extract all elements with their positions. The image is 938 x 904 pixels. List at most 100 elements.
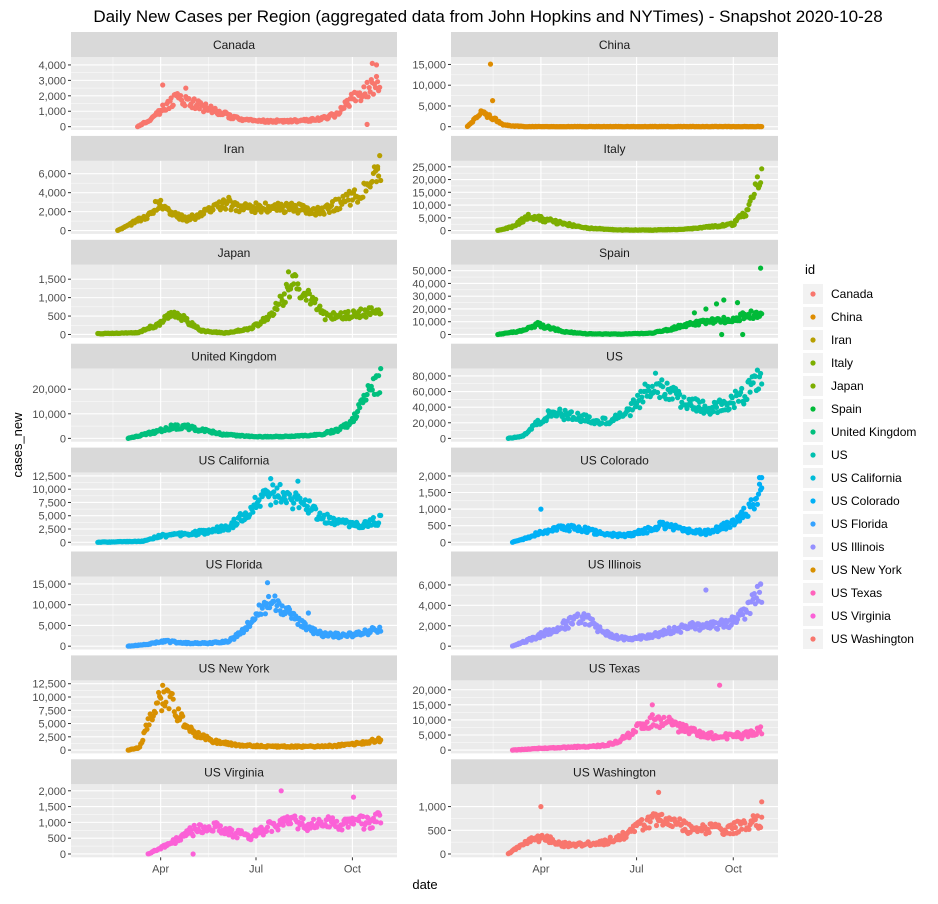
data-point bbox=[378, 177, 384, 184]
panel-strip-label: US Washington bbox=[573, 765, 656, 779]
data-point bbox=[283, 500, 289, 506]
data-point bbox=[659, 811, 665, 818]
data-point bbox=[184, 315, 190, 322]
points-china bbox=[464, 61, 765, 130]
data-point-outlier bbox=[350, 794, 357, 800]
data-point bbox=[750, 501, 756, 508]
panel-us: US 0 20,000 40,000 60,000 80,000 bbox=[412, 343, 778, 445]
data-point bbox=[160, 102, 166, 108]
data-point bbox=[677, 816, 683, 822]
data-point-outlier bbox=[160, 682, 166, 688]
data-point bbox=[355, 199, 361, 205]
data-point bbox=[169, 691, 175, 697]
legend-item-us-washington: US Washington bbox=[803, 629, 914, 649]
legend-label: Iran bbox=[831, 333, 852, 347]
data-point bbox=[731, 404, 737, 411]
data-point bbox=[158, 695, 164, 701]
y-tick-label: 0 bbox=[60, 849, 66, 861]
data-point bbox=[376, 307, 382, 313]
data-point bbox=[295, 826, 301, 832]
data-point bbox=[759, 311, 765, 317]
data-point bbox=[602, 415, 608, 421]
data-point bbox=[568, 409, 575, 415]
data-point bbox=[274, 306, 280, 312]
data-point bbox=[355, 408, 361, 415]
data-point bbox=[737, 518, 743, 524]
legend-label: US Texas bbox=[831, 586, 882, 600]
data-point bbox=[256, 497, 262, 503]
data-point bbox=[721, 314, 727, 320]
data-point bbox=[377, 812, 383, 818]
points-us-colorado bbox=[509, 475, 765, 545]
y-tick-label: 0 bbox=[440, 122, 446, 134]
data-point bbox=[275, 827, 281, 833]
data-point bbox=[659, 377, 665, 383]
data-point bbox=[366, 85, 372, 91]
data-point bbox=[378, 512, 384, 519]
data-point bbox=[743, 213, 749, 219]
data-point bbox=[339, 827, 345, 833]
data-point bbox=[365, 94, 371, 100]
x-tick-label: Apr bbox=[532, 863, 549, 875]
panel-strip-label: Spain bbox=[599, 246, 630, 260]
data-point bbox=[217, 823, 223, 829]
data-point bbox=[369, 387, 375, 393]
data-point bbox=[751, 506, 757, 512]
data-point bbox=[582, 621, 588, 627]
data-point bbox=[660, 384, 666, 390]
data-point bbox=[258, 611, 264, 617]
legend-marker bbox=[810, 383, 816, 389]
data-point bbox=[361, 84, 367, 90]
y-tick-label: 2,000 bbox=[38, 786, 66, 798]
y-tick-label: 2,500 bbox=[38, 732, 66, 744]
y-tick-label: 50,000 bbox=[412, 266, 446, 278]
data-point bbox=[751, 191, 757, 197]
y-tick-label: 20,000 bbox=[412, 685, 446, 697]
y-tick-label: 4,000 bbox=[38, 60, 66, 72]
data-point bbox=[234, 521, 240, 527]
data-point-outlier bbox=[268, 476, 274, 482]
legend-item-us-texas: US Texas bbox=[803, 583, 882, 603]
legend-marker bbox=[810, 567, 816, 573]
data-point bbox=[644, 719, 650, 725]
data-point bbox=[185, 831, 191, 837]
y-tick-label: 25,000 bbox=[412, 162, 446, 174]
legend-item-us-colorado: US Colorado bbox=[803, 491, 900, 511]
y-tick-label: 0 bbox=[440, 641, 446, 653]
data-point bbox=[637, 405, 643, 411]
data-point bbox=[291, 281, 297, 287]
data-point bbox=[627, 413, 633, 419]
points-iran bbox=[115, 153, 384, 233]
data-point bbox=[746, 826, 752, 833]
data-point bbox=[754, 367, 761, 373]
data-point bbox=[281, 291, 287, 297]
panel-canada: Canada 0 1,000 2,000 3,000 4,000 bbox=[38, 32, 397, 134]
data-point bbox=[730, 400, 736, 406]
data-point-outlier bbox=[264, 580, 271, 586]
y-tick-label: 60,000 bbox=[412, 387, 446, 399]
data-point bbox=[754, 174, 761, 180]
data-point bbox=[754, 501, 761, 507]
data-point bbox=[152, 710, 158, 716]
data-point bbox=[170, 102, 176, 108]
data-point bbox=[744, 396, 750, 402]
panel-strip bbox=[451, 759, 778, 785]
data-point bbox=[745, 207, 751, 213]
data-point-outlier bbox=[719, 331, 725, 338]
data-point bbox=[180, 713, 186, 719]
data-point bbox=[279, 603, 285, 609]
points-us-washington bbox=[505, 789, 765, 857]
panel-strip bbox=[451, 655, 778, 681]
data-point bbox=[186, 96, 192, 102]
data-point bbox=[284, 814, 290, 820]
data-point bbox=[747, 389, 753, 395]
y-tick-label: 0 bbox=[60, 641, 66, 653]
legend-marker bbox=[810, 636, 816, 642]
data-point bbox=[168, 95, 174, 101]
data-point-outlier bbox=[703, 587, 709, 593]
legend-item-us-new-york: US New York bbox=[803, 560, 903, 580]
data-point bbox=[175, 706, 182, 712]
data-point bbox=[631, 828, 638, 835]
y-tick-label: 3,000 bbox=[38, 75, 66, 87]
